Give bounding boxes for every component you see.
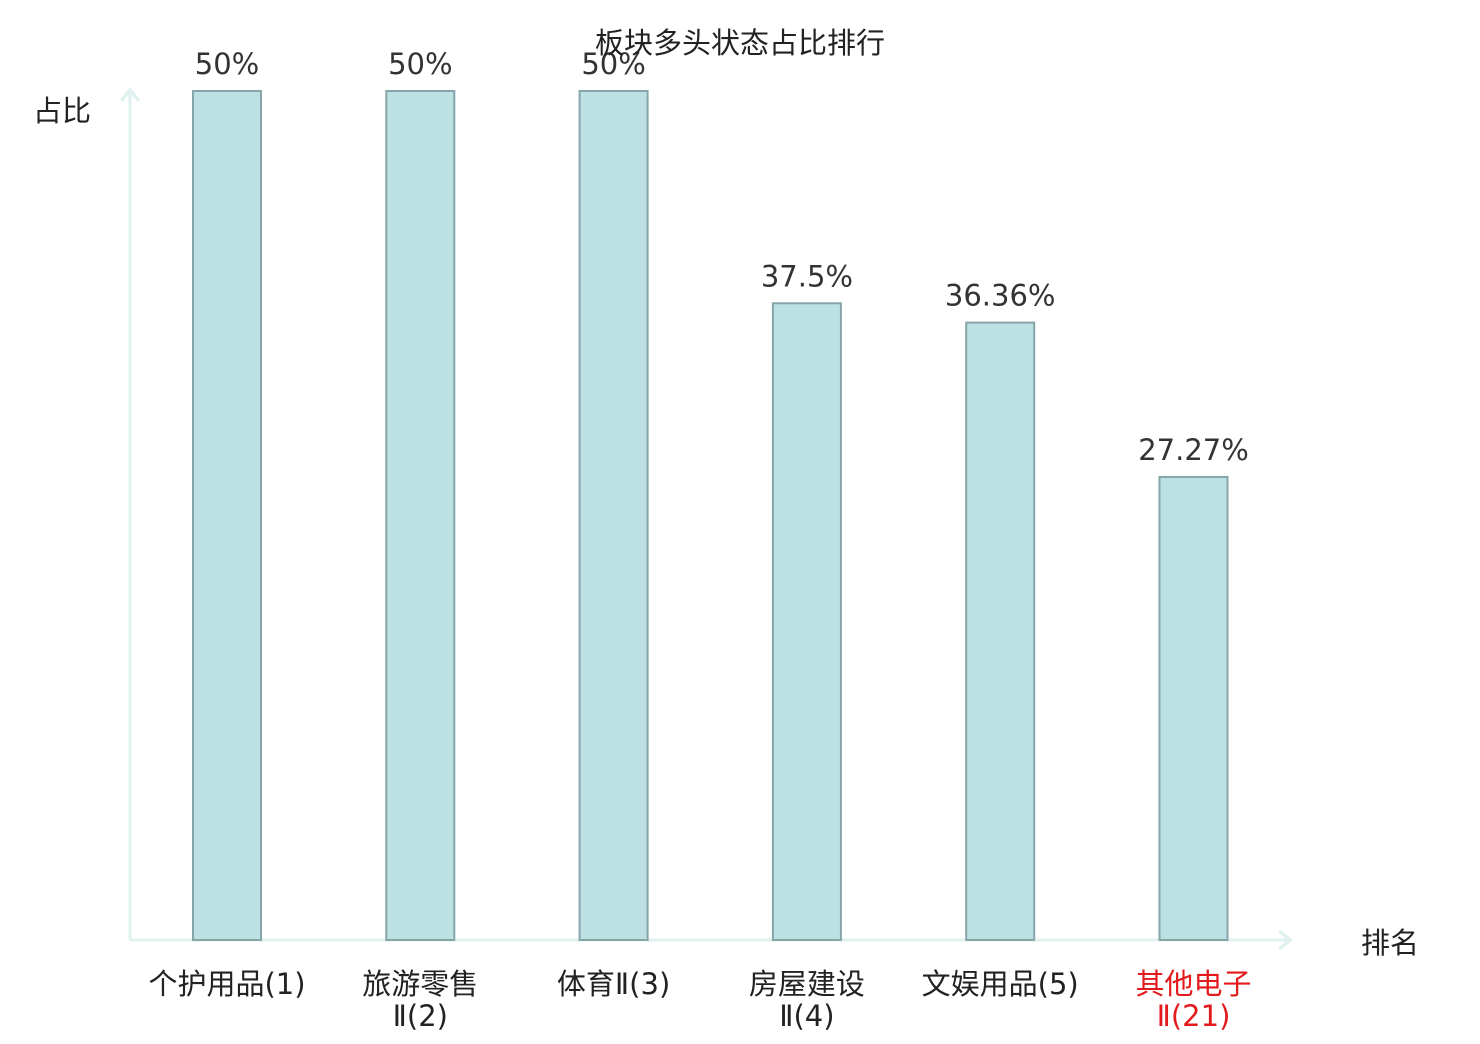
bar xyxy=(965,321,1036,942)
bar xyxy=(385,90,456,941)
bar xyxy=(578,90,649,941)
bar-value-label: 50% xyxy=(195,47,259,81)
bar-value-label: 37.5% xyxy=(761,259,853,293)
bar-value-label: 50% xyxy=(388,47,452,81)
chart-title: 板块多头状态占比排行 xyxy=(595,26,885,60)
x-tick-label: 文娱用品(5) xyxy=(922,967,1079,1001)
x-tick-label: Ⅱ(2) xyxy=(393,999,448,1033)
x-tick-label: 房屋建设 xyxy=(749,967,865,1001)
bar-value-label: 27.27% xyxy=(1138,433,1249,467)
axes xyxy=(119,87,1293,951)
x-tick-label: 旅游零售 xyxy=(362,967,478,1001)
bar-value-label: 36.36% xyxy=(945,279,1056,313)
x-tick-label: 个护用品(1) xyxy=(148,967,305,1001)
bar xyxy=(771,302,842,941)
bar xyxy=(1158,475,1229,941)
bar-value-label: 50% xyxy=(581,47,645,81)
x-tick-label: Ⅱ(4) xyxy=(779,999,834,1033)
x-axis-label: 排名 xyxy=(1361,926,1419,960)
x-tick-label: 体育Ⅱ(3) xyxy=(557,967,670,1001)
x-tick-label: 其他电子 xyxy=(1135,967,1251,1001)
value-labels-group: 50% 50% 50% 37.5% 36.36% 27.27% xyxy=(195,47,1249,467)
x-tick-label: Ⅱ(21) xyxy=(1157,999,1231,1033)
y-axis-label: 占比 xyxy=(33,94,91,128)
bar xyxy=(192,90,262,941)
bars-group xyxy=(192,90,1229,942)
